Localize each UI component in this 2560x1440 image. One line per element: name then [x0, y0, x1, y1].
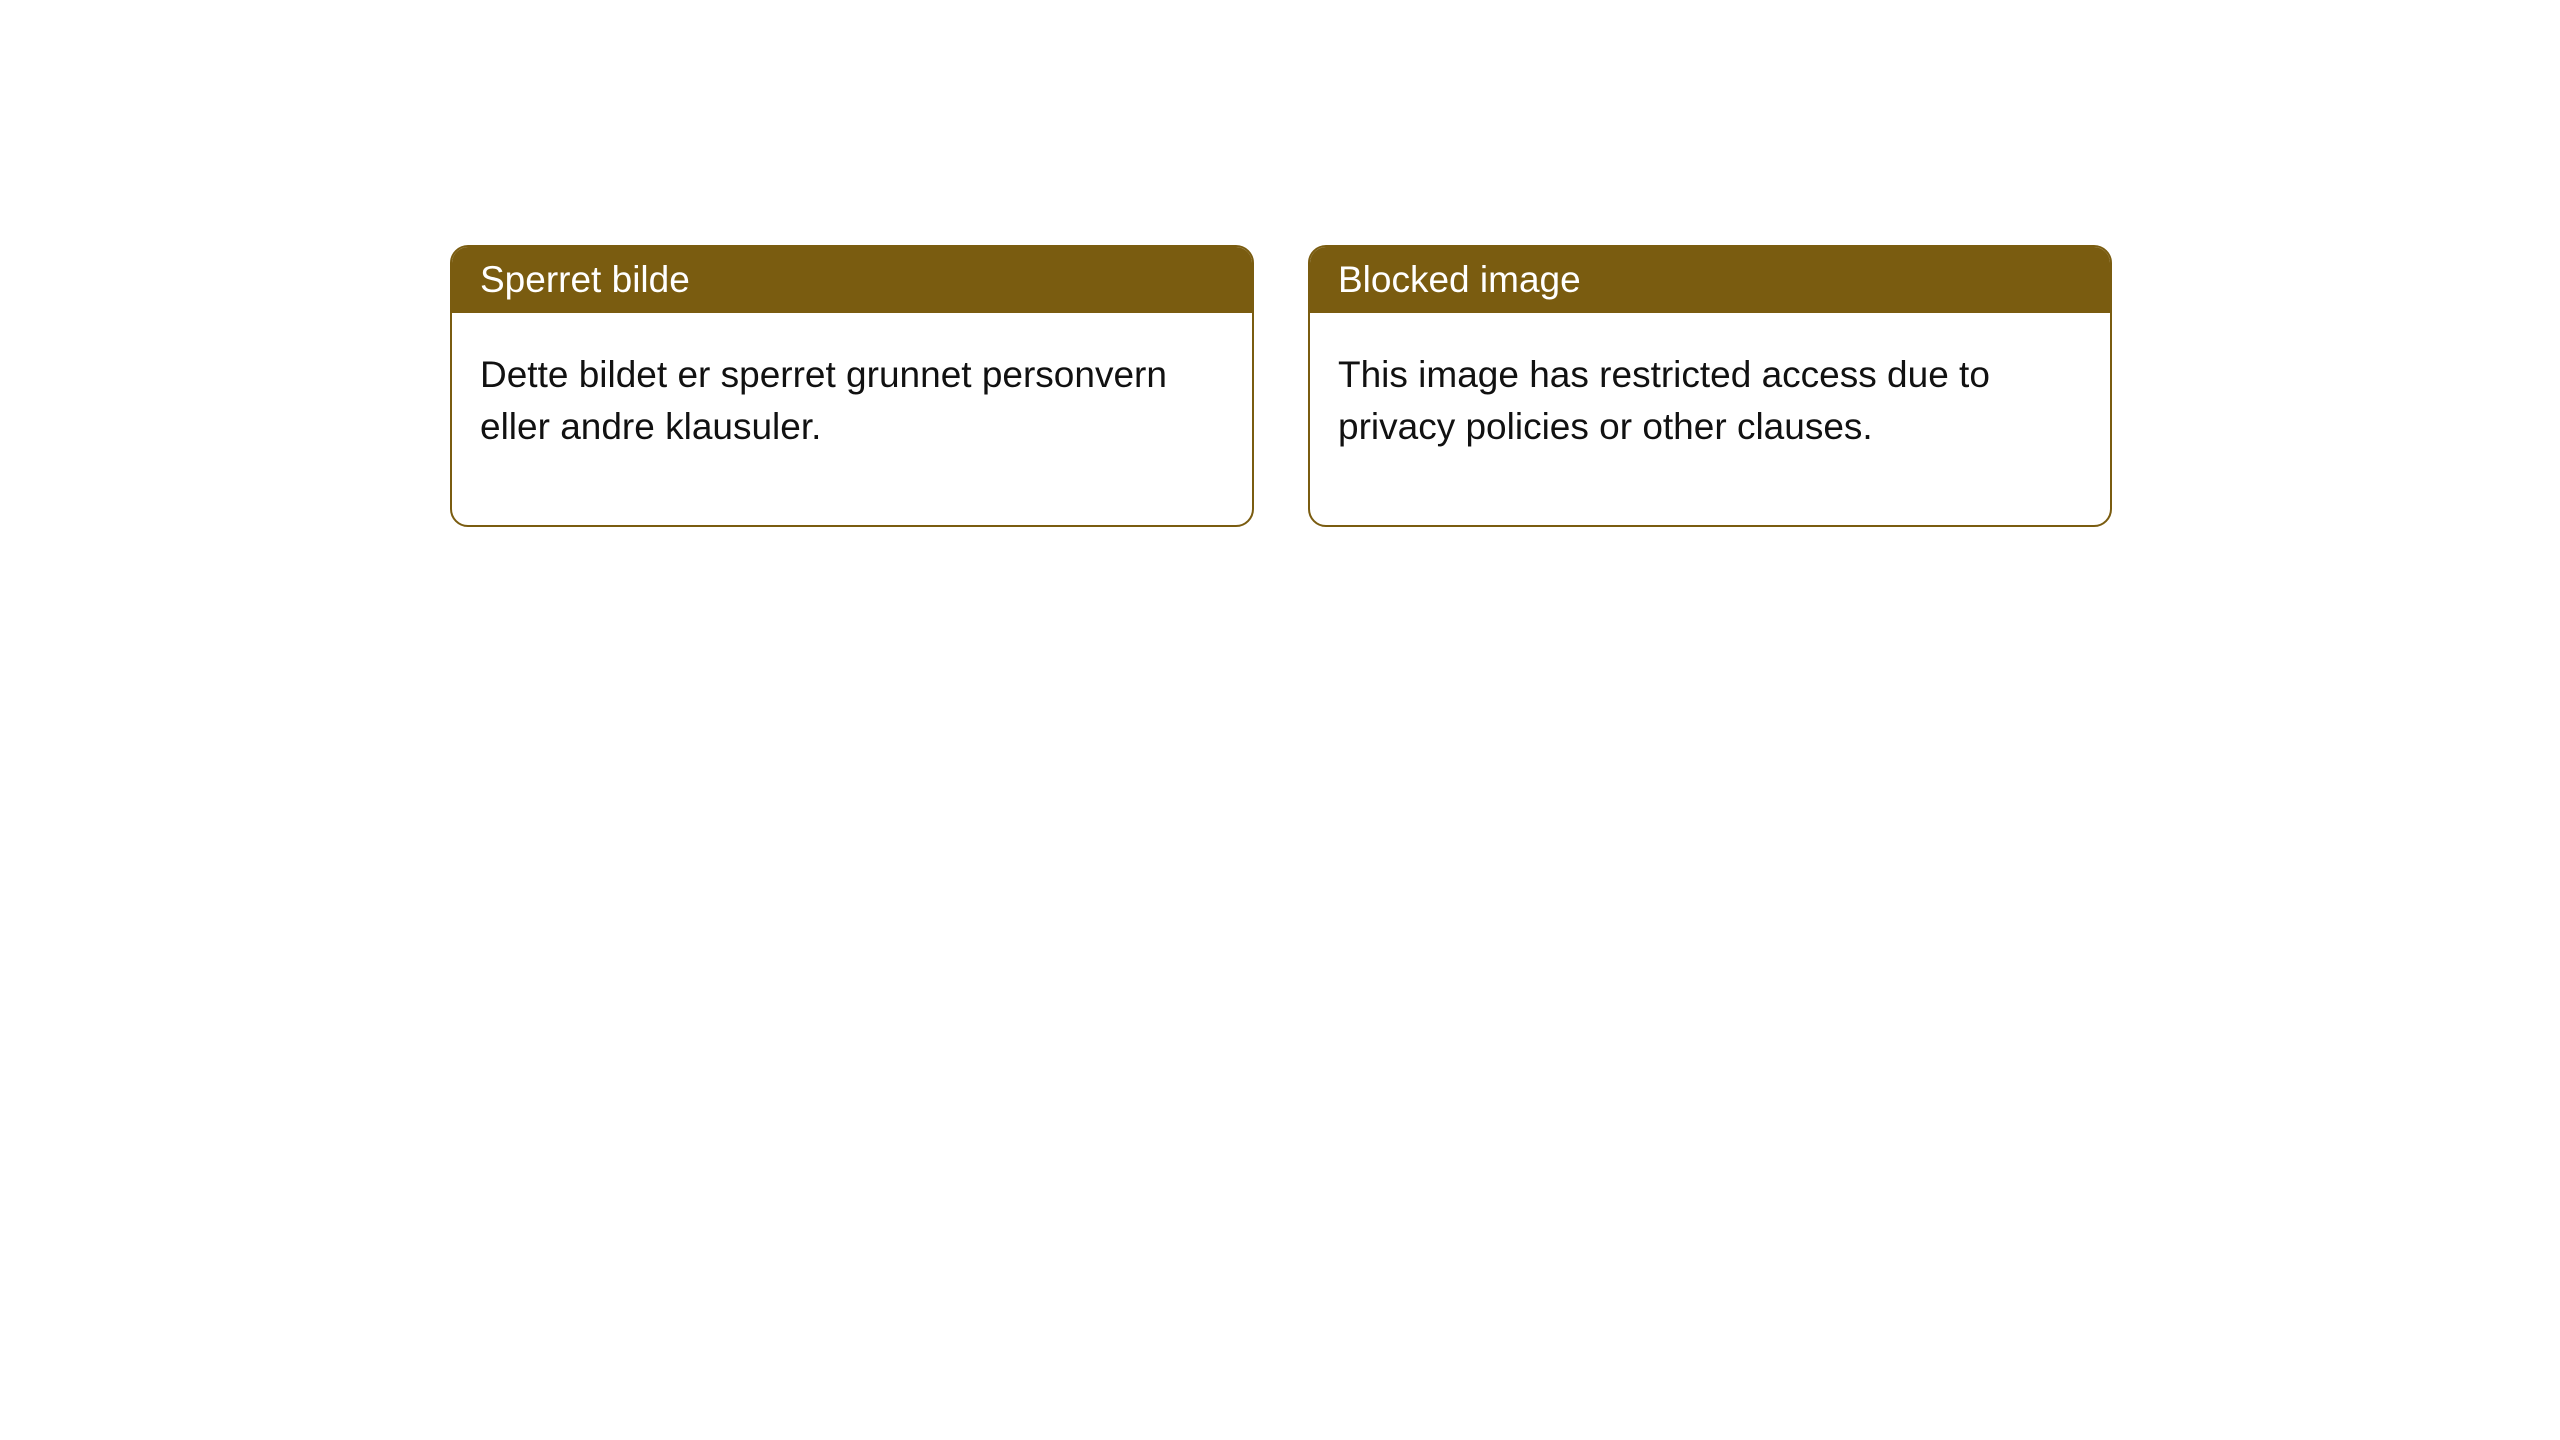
notice-card-english: Blocked image This image has restricted … — [1308, 245, 2112, 527]
notice-body: Dette bildet er sperret grunnet personve… — [452, 313, 1252, 525]
notice-card-norwegian: Sperret bilde Dette bildet er sperret gr… — [450, 245, 1254, 527]
notice-header: Sperret bilde — [452, 247, 1252, 313]
notice-cards-container: Sperret bilde Dette bildet er sperret gr… — [450, 245, 2112, 527]
notice-header: Blocked image — [1310, 247, 2110, 313]
notice-body: This image has restricted access due to … — [1310, 313, 2110, 525]
